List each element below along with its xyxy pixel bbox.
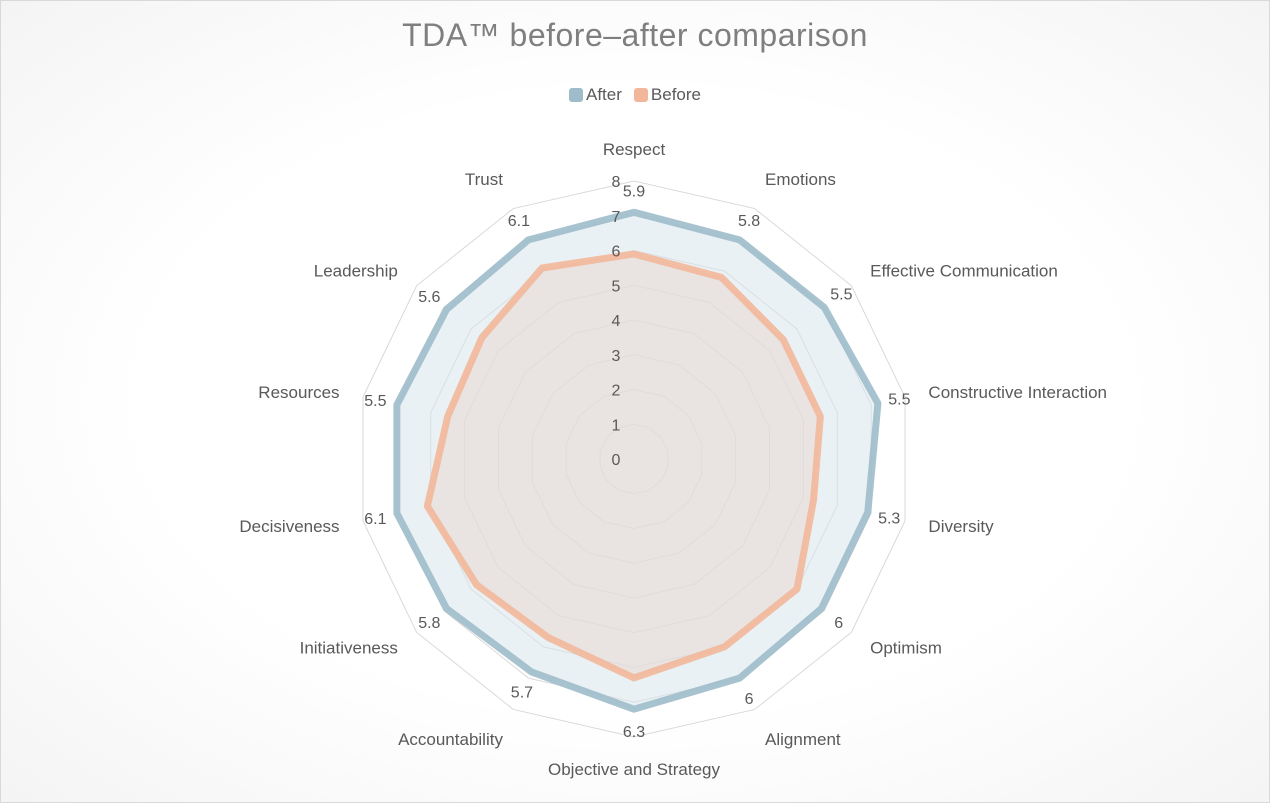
category-label: Resources <box>258 383 339 402</box>
legend-swatch-before <box>633 88 648 102</box>
radial-tick-label: 0 <box>612 452 621 469</box>
category-label: Initiativeness <box>300 638 398 657</box>
data-label: 6.1 <box>508 213 530 230</box>
grid-ring-8 <box>362 180 906 738</box>
data-label: 5.9 <box>623 183 645 200</box>
data-label: 6.1 <box>364 511 386 528</box>
category-label: Trust <box>465 170 503 189</box>
category-label: Effective Communication <box>870 262 1058 281</box>
legend: After Before <box>1 85 1269 105</box>
legend-swatch-after <box>569 88 583 102</box>
category-label: Alignment <box>765 730 841 749</box>
data-label: 5.8 <box>738 213 760 230</box>
legend-label-before: Before <box>650 85 701 104</box>
radial-tick-label: 2 <box>612 383 621 400</box>
legend-item-after[interactable]: After <box>569 85 622 105</box>
legend-item-before[interactable]: Before <box>633 85 701 105</box>
category-label: Emotions <box>765 170 836 189</box>
series-line-before <box>423 250 824 682</box>
radial-tick-label: 4 <box>612 313 621 330</box>
radial-tick-label: 5 <box>612 278 621 295</box>
category-label: Decisiveness <box>239 517 339 536</box>
radial-tick-label: 3 <box>612 348 621 365</box>
data-label: 6.3 <box>623 724 645 741</box>
legend-label-after: After <box>586 85 622 104</box>
chart-title: TDA™ before–after comparison <box>402 17 868 53</box>
radial-tick-label: 7 <box>612 209 621 226</box>
series-line-after <box>393 208 882 713</box>
category-label: Optimism <box>870 638 942 657</box>
category-label: Accountability <box>398 730 503 749</box>
data-label: 5.7 <box>511 685 533 702</box>
radial-tick-label: 1 <box>612 417 621 434</box>
data-label: 5.6 <box>418 289 440 306</box>
data-label: 5.5 <box>830 287 852 304</box>
data-label: 5.8 <box>418 615 440 632</box>
radial-tick-label: 6 <box>612 244 621 261</box>
data-label: 5.5 <box>888 391 910 408</box>
category-label: Leadership <box>314 262 398 281</box>
category-label: Respect <box>603 140 666 159</box>
radial-tick-label: 8 <box>612 174 621 191</box>
data-label: 6 <box>834 615 843 632</box>
data-label: 5.5 <box>364 393 386 410</box>
series-area-before <box>427 253 821 678</box>
data-label: 5.3 <box>878 510 900 527</box>
category-label: Constructive Interaction <box>928 383 1107 402</box>
category-label: Diversity <box>928 517 994 536</box>
category-label: Objective and Strategy <box>548 760 720 779</box>
data-label: 6 <box>745 691 754 708</box>
